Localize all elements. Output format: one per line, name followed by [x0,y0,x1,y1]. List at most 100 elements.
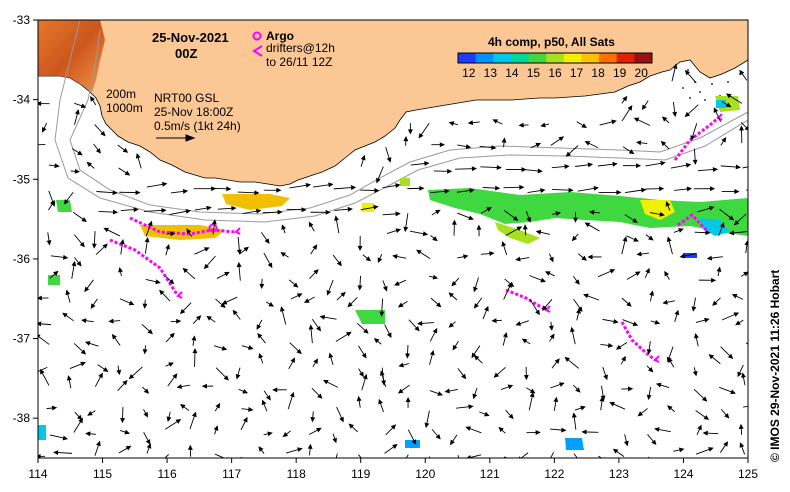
current-arrow-head [379,370,385,376]
map-time: 00Z [175,46,197,61]
current-arrow-head [124,170,131,176]
current-arrow-head [386,332,392,339]
current-arrow-head [515,321,522,326]
current-arrow-head [102,243,108,249]
current-arrow-head [654,319,661,325]
current-arrow-head [407,129,413,135]
current-arrow-head [451,280,457,287]
current-arrow-head [96,440,101,447]
colorbar-segment [581,53,600,63]
current-arrow-head [613,319,619,324]
current-arrow-head [583,293,589,299]
current-arrow-head [469,188,475,193]
current-arrow-head [77,150,83,156]
current-arrow-head [206,205,212,211]
current-arrow-head [579,461,583,465]
current-arrow-head [712,167,719,172]
current-arrow-head [267,262,273,269]
current-arrow-head [254,190,260,196]
current-arrow-head [377,257,383,264]
current-arrow-head [363,328,369,334]
current-arrow-head [476,224,482,230]
current-arrow-head [247,345,254,350]
current-arrow-head [417,320,423,326]
current-arrow-head [310,417,316,423]
current-arrow-head [571,412,577,418]
x-tick-label: 116 [158,467,177,481]
colorbar-title: 4h comp, p50, All Sats [488,35,615,49]
current-arrow-head [281,224,287,230]
y-tick-label: -36 [13,252,31,266]
current-arrow-head [607,342,614,348]
current-arrow-head [507,384,514,390]
current-arrow [742,166,748,169]
current-arrow-head [704,317,710,323]
current-arrow-head [65,289,71,296]
current-arrow-head [232,309,238,316]
current-arrow-head [612,448,619,454]
current-arrow-head [272,387,278,393]
current-arrow-head [326,289,332,296]
current-arrow-head [204,247,210,252]
current-arrow-head [646,349,652,355]
current-arrow-head [416,249,422,255]
current-arrow-head [156,462,160,466]
current-arrow-head [664,270,669,277]
velocity-time-label: 25-Nov 18:00Z [154,105,233,119]
current-arrow-head [255,208,262,214]
current-arrow-head [231,205,237,211]
credit-label: © IMOS 29-Nov-2021 11:26 Hobart [768,270,782,462]
current-arrow-head [424,422,430,429]
current-arrow-head [712,300,718,306]
current-arrow-head [544,271,551,276]
current-arrow-head [661,116,668,122]
current-arrow-head [444,188,450,194]
current-arrow-head [242,388,248,394]
colorbar-segment [475,53,494,63]
current-arrow-head [280,252,286,257]
current-arrow-head [49,199,55,206]
current-arrow-head [710,186,716,192]
current-arrow-head [522,224,528,230]
current-arrow-head [66,375,72,381]
current-arrow-head [755,350,759,354]
current-arrow-head [51,405,58,411]
current-arrow [598,455,603,458]
current-arrow-head [609,269,616,274]
current-arrow-head [161,181,168,187]
current-arrow-head [350,185,357,191]
current-arrow-head [521,338,528,344]
current-arrow-head [245,464,249,468]
current-arrow-head [147,220,153,227]
current-arrow-head [303,298,310,303]
current-arrow [164,454,169,458]
current-arrow-head [564,356,571,362]
current-arrow-head [348,423,354,429]
current-arrow-head [116,369,122,376]
current-arrow-head [418,132,424,139]
current-arrow-head [128,373,135,380]
current-arrow-head [678,447,685,453]
current-arrow-head [124,429,130,435]
current-arrow-head [489,251,495,256]
current-arrow-head [339,416,344,423]
current-arrow-head [322,379,329,385]
current-vectors [38,63,759,468]
current-arrow-head [168,362,174,367]
current-arrow-head [221,345,228,351]
current-arrow-head [90,303,96,309]
current-arrow-head [559,382,565,387]
current-arrow-head [435,209,441,215]
current-arrow [405,454,409,458]
current-arrow-head [135,153,141,159]
current-arrow-head [632,218,638,223]
colorbar [457,52,653,64]
current-arrow-head [395,228,402,234]
current-arrow-head [755,164,759,167]
current-arrow-head [627,105,633,111]
x-axis: 114 115 116 117 118 119 120 121 122 123 124 125 [28,458,758,481]
current-arrow-head [626,301,632,307]
current-arrow-head [319,314,326,320]
current-arrow-head [451,219,457,225]
current-arrow-head [397,388,404,394]
